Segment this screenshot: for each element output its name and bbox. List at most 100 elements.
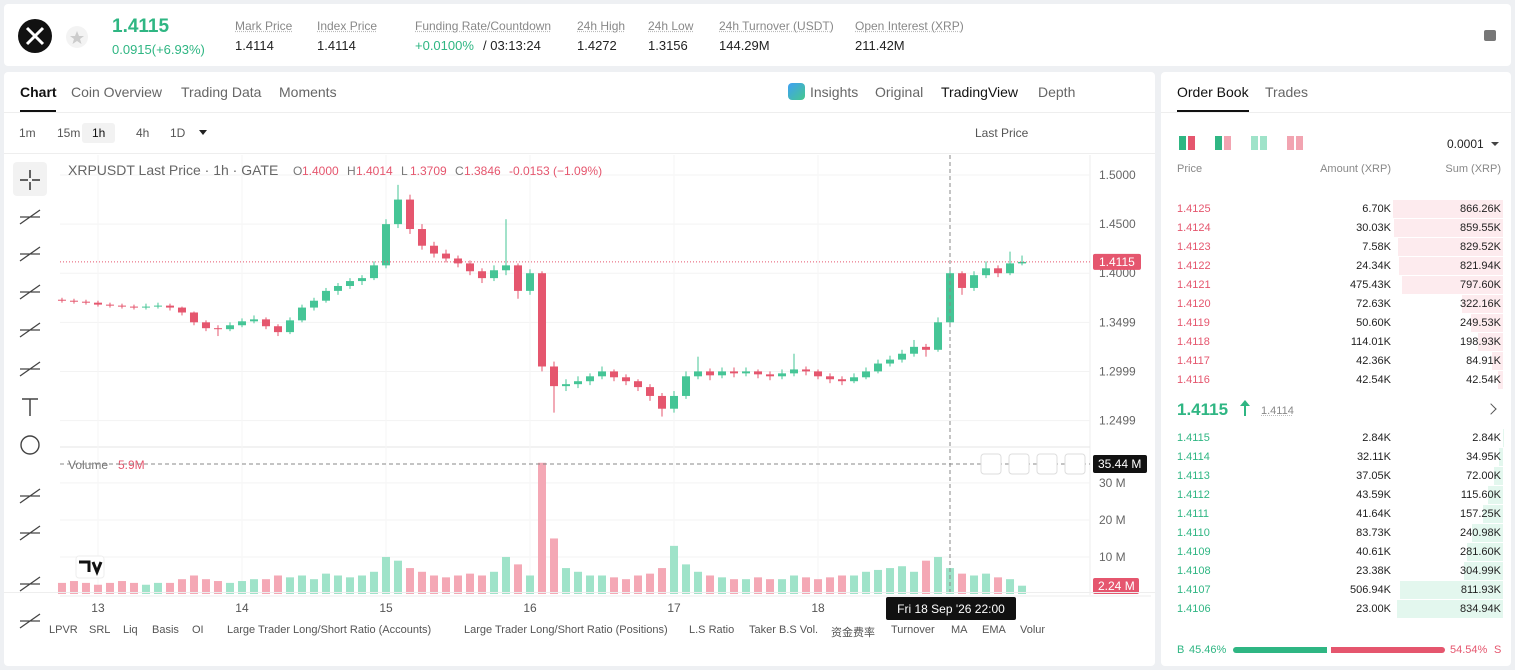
indicator[interactable]: 资金费率 — [831, 627, 875, 639]
candle-body — [537, 273, 546, 367]
tab[interactable]: Chart — [20, 84, 57, 100]
candle-body — [165, 305, 174, 308]
view-toggle[interactable] — [1296, 136, 1303, 150]
view-toggle[interactable] — [1224, 136, 1231, 150]
indicator[interactable]: Basis — [152, 624, 179, 636]
settings-icon[interactable] — [1482, 28, 1498, 44]
divider — [4, 592, 1155, 593]
candle-body — [489, 270, 498, 279]
volume-bar — [682, 564, 691, 594]
chart: 1.5000 1.4500 1.4000 1.3499 1.2999 1.2499 10 M… — [13, 155, 1151, 629]
precision[interactable]: 0.0001 — [1447, 137, 1484, 151]
column-head: Sum (XRP) — [1445, 163, 1501, 175]
depth-bar — [1483, 505, 1503, 523]
indicator[interactable]: SRL — [89, 624, 111, 636]
indicator[interactable]: Liq — [123, 624, 138, 636]
volume-bar — [309, 579, 318, 594]
candle-body — [189, 312, 198, 323]
view-toggle[interactable] — [1260, 136, 1267, 150]
volume-bar — [886, 568, 895, 594]
candle-body — [213, 328, 222, 330]
row-sum: 304.99K — [1460, 565, 1501, 577]
candle-body — [670, 395, 679, 409]
tab[interactable]: Moments — [279, 84, 337, 100]
indicator[interactable]: Turnover — [891, 624, 935, 636]
indicator[interactable]: MA — [951, 624, 968, 636]
candle-body — [405, 199, 414, 230]
tool-icon — [19, 246, 41, 262]
pane-button[interactable] — [1036, 453, 1058, 475]
row-amount: 6.70K — [1362, 203, 1391, 215]
candle-body — [862, 371, 871, 378]
candle-body — [381, 224, 390, 266]
y-tick-label: 1.2499 — [1099, 414, 1136, 428]
mid-price: 1.4115 — [1177, 400, 1229, 419]
row-price: 1.4106 — [1177, 603, 1211, 615]
interval[interactable]: 4h — [136, 126, 150, 140]
interval-caret — [199, 130, 207, 139]
candle-body — [922, 346, 931, 350]
view-toggle[interactable] — [1251, 136, 1258, 150]
row-price: 1.4122 — [1177, 260, 1211, 272]
interval[interactable]: 15m — [57, 126, 81, 140]
view-option[interactable]: Depth — [1038, 84, 1076, 100]
row-sum: 157.25K — [1460, 508, 1501, 520]
volume-bar — [754, 577, 763, 594]
view-toggle[interactable] — [1215, 136, 1222, 150]
view-option[interactable]: Insights — [810, 84, 859, 100]
indicator[interactable]: Volume — [1020, 624, 1045, 636]
candle-body — [477, 271, 486, 279]
depth-bar — [1462, 295, 1503, 313]
indicator[interactable]: EMA — [982, 624, 1006, 636]
stat-label: 24h Turnover (USDT) — [719, 19, 834, 33]
pane-button[interactable] — [980, 453, 1002, 475]
candle-body — [117, 305, 126, 307]
indicator[interactable]: OI — [192, 624, 204, 636]
depth-bar — [1497, 371, 1503, 389]
book-tab[interactable]: Trades — [1265, 84, 1309, 100]
price-type[interactable]: Last Price — [975, 126, 1029, 140]
view-toggle[interactable] — [1188, 136, 1195, 150]
row-price: 1.4112 — [1177, 489, 1210, 501]
indicator[interactable]: LPVR — [49, 624, 78, 636]
pane-button[interactable] — [1008, 453, 1030, 475]
tab[interactable]: Coin Overview — [71, 84, 163, 100]
stat-value: 1.4272 — [577, 38, 617, 53]
volume-bar — [489, 571, 498, 594]
interval[interactable]: 1D — [170, 126, 186, 140]
interval[interactable]: 1m — [19, 126, 36, 140]
depth-bar — [1492, 352, 1503, 370]
view-toggle[interactable] — [1287, 136, 1294, 150]
indicator[interactable]: L.S Ratio — [689, 624, 735, 636]
tab[interactable]: Trading Data — [181, 84, 262, 100]
row-amount: 42.36K — [1356, 355, 1391, 367]
favorite[interactable] — [66, 26, 88, 48]
interval[interactable]: 1h — [82, 123, 116, 143]
pane-button[interactable] — [1064, 453, 1086, 475]
view-option[interactable]: Original — [875, 84, 924, 100]
book-tab[interactable]: Order Book — [1177, 84, 1249, 100]
candle-body — [525, 273, 534, 291]
indicator[interactable]: Large Trader Long/Short Ratio (Positions… — [464, 624, 668, 636]
indicator[interactable]: Large Trader Long/Short Ratio (Accounts) — [227, 624, 432, 636]
last-volume-tag — [1093, 578, 1139, 594]
last-volume-text: 2.24 M — [1098, 579, 1135, 593]
candle-body — [105, 304, 114, 306]
candle-body — [369, 265, 378, 279]
volume-bar — [273, 575, 282, 594]
ohlc-key: C — [455, 164, 464, 178]
stat-label: Funding Rate/Countdown — [415, 19, 552, 33]
depth-bar — [1398, 257, 1503, 275]
volume-bar — [105, 582, 114, 594]
view-option[interactable]: TradingView — [941, 84, 1019, 100]
volume-bar — [934, 556, 943, 594]
view-toggle[interactable] — [1179, 136, 1186, 150]
more-chevron[interactable] — [1485, 403, 1497, 415]
row-sum: 821.94K — [1460, 260, 1501, 272]
depth-bar — [1472, 524, 1503, 542]
indicator[interactable]: Taker B.S Vol. — [749, 624, 819, 636]
row-amount: 2.84K — [1362, 432, 1391, 444]
volume-bar — [598, 575, 607, 594]
candle-body — [718, 371, 727, 376]
tv-mark — [79, 560, 103, 577]
